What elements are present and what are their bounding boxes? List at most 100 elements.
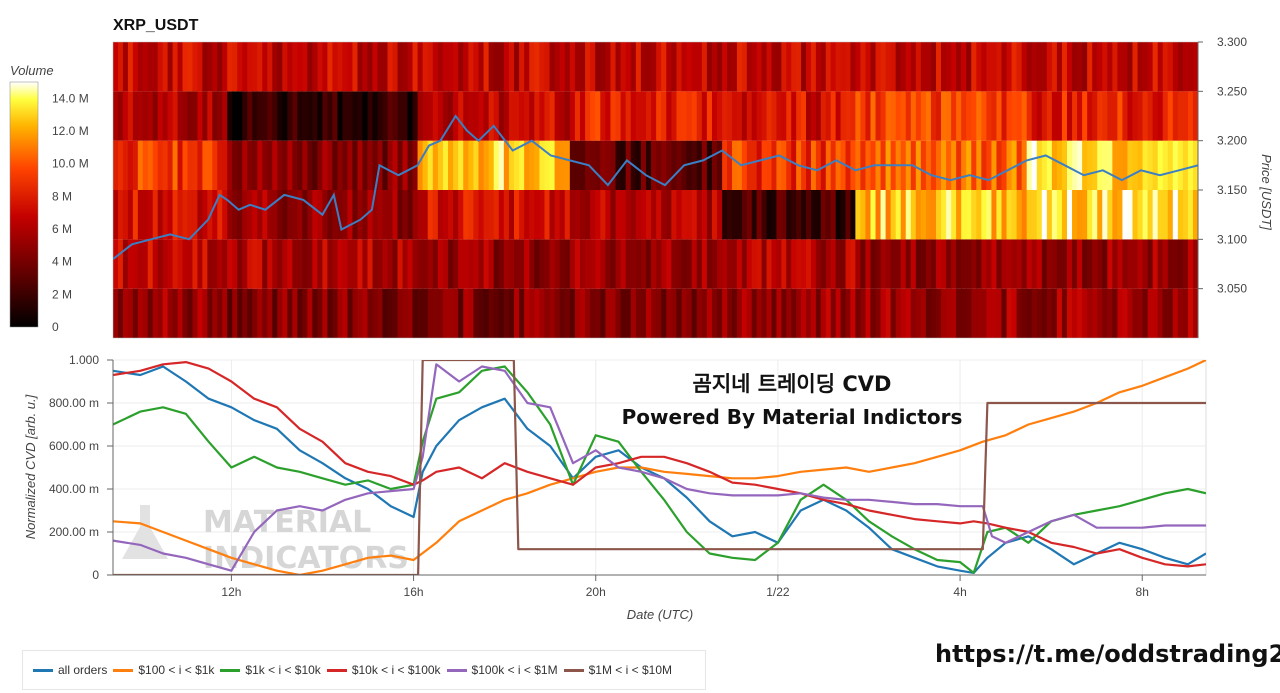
heatmap-cell [1177, 190, 1184, 240]
heatmap-cell [1051, 42, 1058, 92]
heatmap-cell [387, 288, 394, 338]
heatmap-cell [930, 140, 937, 190]
heatmap-cell [493, 288, 500, 338]
heatmap-cell [478, 288, 485, 338]
heatmap-cell [242, 91, 248, 141]
heatmap-cell [781, 288, 787, 338]
heatmap-cell [503, 239, 510, 289]
heatmap-cell [352, 288, 359, 338]
heatmap-cell [292, 239, 298, 289]
heatmap-cell [262, 42, 268, 92]
heatmap-cell [625, 288, 632, 338]
heatmap-cell [676, 91, 683, 141]
heatmap-cell [242, 140, 248, 190]
heatmap-cell [172, 190, 179, 240]
heatmap-cell [1001, 91, 1008, 141]
heatmap-cell [453, 42, 459, 92]
heatmap-cell [342, 239, 349, 289]
heatmap-cell [971, 140, 977, 190]
heatmap-cell [900, 91, 907, 141]
heatmap-cell [1026, 140, 1033, 190]
heatmap-cell [751, 288, 758, 338]
heatmap-cell [840, 140, 847, 190]
heatmap-cell [1162, 190, 1169, 240]
heatmap-cell [559, 190, 566, 240]
heatmap-cell [590, 91, 596, 141]
heatmap-cell [559, 239, 566, 289]
cvd-x-tick-label: 16h [404, 585, 424, 599]
heatmap-cell [976, 288, 982, 338]
heatmap-cell [382, 190, 389, 240]
heatmap-cell [267, 288, 273, 338]
legend-item[interactable]: $1M < i < $10M [563, 663, 672, 677]
legend-item[interactable]: $10k < i < $100k [326, 663, 441, 677]
heatmap-cell [875, 288, 882, 338]
telegram-link[interactable]: https://t.me/oddstrading2 [935, 640, 1280, 668]
heatmap-cell [890, 190, 897, 240]
heatmap-cell [835, 239, 842, 289]
heatmap-cell [991, 239, 998, 289]
heatmap-cell [392, 140, 399, 190]
heatmap-cell [357, 190, 364, 240]
heatmap-cell [127, 91, 134, 141]
heatmap-cell [825, 288, 832, 338]
heatmap-cell [463, 140, 469, 190]
heatmap-cell [458, 288, 464, 338]
heatmap-cell [483, 140, 490, 190]
heatmap-cell [1031, 140, 1038, 190]
heatmap-cell [1056, 190, 1063, 240]
heatmap-cell [722, 140, 728, 190]
heatmap-cell [302, 239, 308, 289]
heatmap-cell [337, 190, 344, 240]
heatmap-cell [412, 91, 419, 141]
heatmap-cell [1097, 91, 1103, 141]
legend-item[interactable]: $1k < i < $10k [220, 663, 321, 677]
heatmap-cell [503, 140, 510, 190]
cvd-y-axis: 0 200.00 m 400.00 m 600.00 m 800.00 m 1.000 [49, 353, 114, 582]
heatmap-cell [417, 239, 424, 289]
heatmap-cell [951, 140, 957, 190]
heatmap-cell [961, 140, 967, 190]
heatmap-cell [282, 288, 288, 338]
colorbar-tick-label: 10.0 M [52, 157, 89, 171]
heatmap-cell [397, 239, 404, 289]
heatmap-cell [717, 91, 723, 141]
heatmap-cell [157, 288, 164, 338]
heatmap-cell [610, 239, 617, 289]
heatmap-cell [352, 190, 359, 240]
heatmap-cell [751, 140, 758, 190]
heatmap-cell [478, 190, 485, 240]
legend-item[interactable]: $100 < i < $1k [113, 663, 214, 677]
heatmap-cell [895, 42, 902, 92]
legend-item[interactable]: all orders [33, 663, 107, 677]
heatmap-cell [407, 140, 414, 190]
legend-item[interactable]: $100k < i < $1M [446, 663, 558, 677]
heatmap-cell [377, 190, 384, 240]
heatmap-cell [147, 91, 154, 141]
heatmap-cell [635, 42, 642, 92]
heatmap-cell [1001, 42, 1008, 92]
heatmap-cell [544, 190, 551, 240]
heatmap-cell [498, 42, 505, 92]
heatmap-cell [1082, 190, 1088, 240]
heatmap-cell [407, 239, 414, 289]
heatmap-cell [1127, 288, 1134, 338]
heatmap-cell [1072, 140, 1078, 190]
heatmap-cell [1016, 288, 1023, 338]
heatmap-cell [880, 42, 887, 92]
heatmap-cell [1192, 42, 1198, 92]
heatmap-cell [640, 239, 647, 289]
heatmap-cell [1006, 91, 1013, 141]
heatmap-cell [172, 140, 179, 190]
heatmap-cell [1147, 91, 1154, 141]
heatmap-cell [534, 239, 540, 289]
heatmap-cell [322, 190, 328, 240]
heatmap-cell [585, 91, 591, 141]
heatmap-cell [122, 288, 129, 338]
heatmap-cell [645, 190, 652, 240]
heatmap-cell [830, 140, 837, 190]
heatmap-cell [661, 140, 667, 190]
heatmap-cell [640, 42, 647, 92]
heatmap-cell [192, 42, 199, 92]
price-line-group [113, 114, 1198, 260]
